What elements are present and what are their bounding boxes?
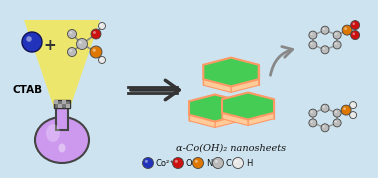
Circle shape: [68, 30, 76, 38]
FancyArrowPatch shape: [131, 80, 179, 100]
Ellipse shape: [46, 124, 60, 142]
Circle shape: [323, 48, 325, 50]
Circle shape: [323, 28, 325, 30]
Circle shape: [333, 31, 341, 39]
Polygon shape: [248, 93, 274, 105]
Polygon shape: [203, 79, 231, 92]
Text: CTAB: CTAB: [13, 85, 43, 95]
FancyArrowPatch shape: [271, 47, 293, 75]
Circle shape: [143, 158, 153, 169]
Circle shape: [311, 43, 313, 45]
Circle shape: [22, 32, 42, 52]
Circle shape: [344, 27, 347, 30]
FancyBboxPatch shape: [58, 104, 62, 108]
Polygon shape: [24, 20, 100, 108]
Circle shape: [333, 41, 341, 49]
Polygon shape: [231, 58, 259, 71]
Circle shape: [175, 160, 178, 163]
Circle shape: [99, 22, 105, 30]
Circle shape: [93, 49, 96, 52]
Circle shape: [333, 109, 341, 117]
Circle shape: [351, 31, 359, 40]
Text: +: +: [43, 38, 56, 53]
Circle shape: [93, 31, 96, 34]
Polygon shape: [203, 58, 259, 86]
Circle shape: [353, 33, 355, 35]
Circle shape: [335, 33, 337, 35]
Circle shape: [309, 31, 317, 39]
Polygon shape: [189, 95, 241, 122]
Circle shape: [100, 58, 102, 60]
FancyBboxPatch shape: [66, 104, 70, 108]
Circle shape: [321, 46, 329, 54]
Circle shape: [351, 103, 353, 105]
Circle shape: [215, 160, 218, 163]
Circle shape: [172, 158, 183, 169]
Circle shape: [195, 160, 198, 163]
Circle shape: [100, 24, 102, 26]
Circle shape: [232, 158, 243, 169]
Circle shape: [309, 109, 317, 117]
FancyBboxPatch shape: [62, 100, 66, 104]
Circle shape: [192, 158, 203, 169]
Ellipse shape: [35, 117, 89, 163]
Circle shape: [145, 160, 148, 163]
Polygon shape: [203, 58, 231, 71]
Circle shape: [311, 111, 313, 113]
Text: α-Co(OH)₂ nanosheets: α-Co(OH)₂ nanosheets: [176, 143, 286, 153]
Text: O: O: [186, 158, 193, 167]
Circle shape: [343, 107, 346, 110]
Circle shape: [309, 41, 317, 49]
Circle shape: [70, 31, 72, 34]
Circle shape: [99, 56, 105, 64]
Circle shape: [76, 38, 87, 49]
Polygon shape: [215, 115, 241, 127]
Text: H: H: [246, 158, 253, 167]
Circle shape: [335, 111, 337, 113]
Polygon shape: [222, 93, 248, 105]
Text: N: N: [206, 158, 212, 167]
Circle shape: [321, 124, 329, 132]
Circle shape: [26, 36, 32, 42]
Text: C: C: [226, 158, 232, 167]
Circle shape: [350, 112, 356, 119]
FancyBboxPatch shape: [56, 108, 68, 130]
Circle shape: [351, 21, 359, 30]
Ellipse shape: [59, 143, 65, 153]
Circle shape: [350, 102, 356, 109]
Circle shape: [321, 26, 329, 34]
Circle shape: [68, 48, 76, 56]
Circle shape: [311, 121, 313, 123]
Circle shape: [335, 43, 337, 45]
FancyBboxPatch shape: [54, 100, 58, 104]
Circle shape: [212, 158, 223, 169]
Polygon shape: [222, 93, 274, 119]
Circle shape: [79, 41, 82, 44]
Circle shape: [353, 22, 355, 25]
Circle shape: [341, 105, 351, 115]
Circle shape: [321, 104, 329, 112]
Circle shape: [323, 125, 325, 128]
Circle shape: [91, 29, 101, 39]
Circle shape: [235, 160, 238, 163]
Polygon shape: [215, 95, 241, 107]
FancyBboxPatch shape: [54, 100, 70, 108]
Circle shape: [323, 106, 325, 108]
Circle shape: [311, 33, 313, 35]
Polygon shape: [189, 95, 215, 107]
Polygon shape: [189, 115, 215, 127]
Polygon shape: [248, 113, 274, 125]
Circle shape: [309, 119, 317, 127]
Text: Co²⁺: Co²⁺: [156, 158, 175, 167]
Circle shape: [70, 49, 72, 52]
Polygon shape: [231, 79, 259, 92]
Polygon shape: [222, 113, 248, 125]
Circle shape: [342, 25, 352, 35]
Circle shape: [90, 46, 102, 58]
Circle shape: [351, 113, 353, 115]
Circle shape: [335, 121, 337, 123]
Circle shape: [333, 119, 341, 127]
